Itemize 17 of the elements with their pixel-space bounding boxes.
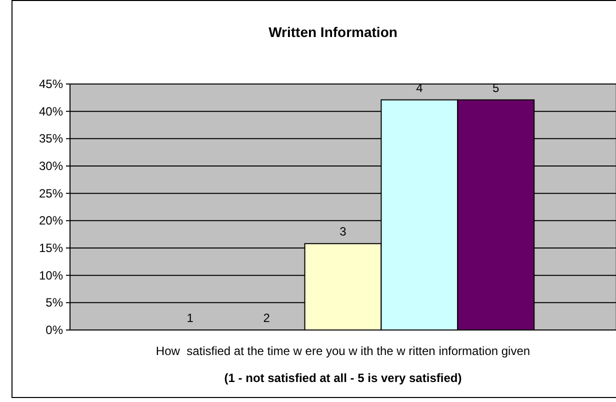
y-tick-label: 35% — [38, 132, 64, 146]
chart-title: Written Information — [268, 24, 398, 40]
y-tick-label: 5% — [46, 296, 64, 310]
text: (1 - not satisfied at all - 5 is very satisfied) — [224, 371, 462, 385]
series-label: 3 — [340, 224, 347, 239]
series-label: 4 — [416, 80, 424, 95]
y-tick-label: 15% — [38, 241, 64, 255]
y-tick-label: 20% — [38, 214, 64, 228]
y-tick-label: 30% — [38, 159, 64, 173]
y-tick-label: 40% — [38, 104, 64, 118]
y-tick-label: 45% — [38, 77, 64, 91]
text: 2 — [263, 311, 270, 325]
y-tick-label: 10% — [38, 268, 64, 282]
y-tick-label: 25% — [38, 186, 64, 200]
y-tick-label: 0% — [46, 323, 64, 337]
x-axis-title: How satisfied at the time w ere you w ith the w ritten information given — [156, 344, 530, 358]
text: 1 — [186, 311, 194, 325]
